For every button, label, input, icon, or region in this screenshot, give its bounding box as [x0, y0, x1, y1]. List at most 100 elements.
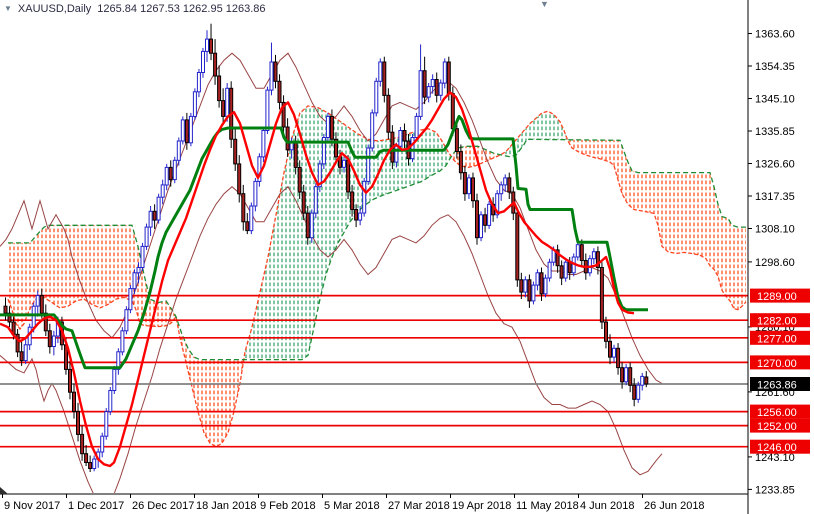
candle-body-bear: [403, 131, 406, 142]
candle-body-bull: [197, 73, 200, 92]
candle: [125, 306, 128, 334]
chart-symbol-label: XAUUSD,Daily: [18, 3, 91, 15]
candle: [488, 201, 491, 229]
candle-body-bull: [548, 262, 551, 278]
candle-body-bull: [415, 116, 418, 137]
level-badge: 1256.00: [750, 405, 810, 420]
price-tick-label: 1363.60: [755, 29, 795, 41]
candle-body-bull: [109, 391, 112, 412]
price-chart-canvas[interactable]: 1363.601354.351345.101335.851326.601317.…: [0, 0, 814, 514]
candle-body-bear: [484, 215, 487, 226]
candle-body-bull: [129, 289, 132, 310]
candle-body-bear: [451, 94, 454, 129]
candle-body-bull: [93, 459, 96, 469]
candle-body-bear: [77, 412, 80, 435]
chart-collapse-icon[interactable]: ▼: [4, 5, 12, 13]
candle-body-bull: [576, 245, 579, 257]
candle: [141, 243, 144, 271]
candle-body-bull: [544, 278, 547, 294]
candle-body-bull: [290, 143, 293, 150]
price-tick-label: 1298.60: [755, 257, 795, 269]
current-price-badge: 1263.86: [750, 377, 810, 392]
candle: [113, 366, 116, 394]
level-badge: 1277.00: [750, 331, 810, 346]
level-badge-label: 1270.00: [757, 358, 797, 370]
candle-body-bull: [189, 116, 192, 142]
candle-body-bull: [419, 71, 422, 117]
candle-body-bear: [278, 81, 281, 102]
candle-body-bull: [206, 39, 209, 51]
candle: [564, 259, 567, 282]
candle-body-bull: [326, 116, 329, 137]
candle-body-bear: [48, 331, 51, 347]
date-tick-label: 9 Nov 2017: [4, 500, 60, 512]
candle-body-bull: [592, 252, 595, 259]
candle-body-bear: [508, 178, 511, 192]
chart-window: 1363.601354.351345.101335.851326.601317.…: [0, 0, 814, 514]
candle-body-bear: [185, 120, 188, 143]
candle-body-bull: [157, 197, 160, 220]
candle-body-bull: [504, 178, 507, 185]
candle-body-bull: [181, 120, 184, 141]
candle-body-bull: [310, 213, 313, 238]
level-badge: 1252.00: [750, 419, 810, 434]
date-tick-label: 26 Dec 2017: [132, 500, 194, 512]
candle-body-bull: [137, 268, 140, 273]
candle-body-bull: [262, 131, 265, 157]
candle-body-bear: [330, 116, 333, 139]
candle-body-bull: [101, 436, 104, 452]
candle-body-bear: [294, 143, 297, 168]
candle-body-bear: [476, 201, 479, 238]
candle-body-bull: [343, 160, 346, 167]
candle-body-bull: [536, 273, 539, 285]
candle-body-bull: [532, 285, 535, 301]
candle-body-bull: [202, 51, 205, 72]
candle-body-bull: [165, 167, 168, 185]
candle-body-bear: [423, 71, 426, 97]
candle-body-bear: [435, 80, 438, 96]
current-price-badge-label: 1263.86: [757, 380, 797, 392]
candle-body-bull: [254, 181, 257, 206]
candle-body-bear: [540, 273, 543, 294]
candle-body-bull: [226, 88, 229, 116]
candle-body-bull: [266, 90, 269, 130]
candle-body-bear: [617, 348, 620, 367]
candle-body-bear: [463, 173, 466, 194]
candle-body-bull: [24, 345, 27, 361]
candle-body-bear: [238, 164, 241, 194]
level-badge-label: 1282.00: [757, 316, 797, 328]
candle: [476, 194, 479, 245]
candle-body-bear: [459, 152, 462, 173]
candle-body-bull: [395, 146, 398, 162]
candle-body-bear: [210, 39, 213, 53]
candle-body-bear: [81, 434, 84, 453]
level-badge-label: 1246.00: [757, 442, 797, 454]
candle-body-bull: [363, 181, 366, 213]
price-tick-label: 1308.10: [755, 224, 795, 236]
candle: [375, 78, 378, 117]
candle: [173, 157, 176, 183]
candle-body-bull: [625, 368, 628, 382]
candle-body-bear: [306, 213, 309, 238]
date-tick-label: 9 Feb 2018: [260, 500, 316, 512]
candle: [322, 134, 325, 169]
price-tick-label: 1326.60: [755, 159, 795, 171]
candle: [121, 327, 124, 355]
level-badge-label: 1277.00: [757, 333, 797, 345]
chart-shift-marker-icon[interactable]: ▼: [540, 0, 549, 9]
candle: [371, 109, 374, 151]
candle-body-bull: [399, 131, 402, 147]
candle: [532, 282, 535, 305]
candle: [383, 57, 386, 103]
candle-body-bear: [621, 368, 624, 382]
candle-body-bear: [89, 463, 92, 469]
date-tick-label: 11 May 2018: [516, 500, 579, 512]
candle-body-bear: [633, 385, 636, 399]
candle: [129, 285, 132, 313]
candle-body-bull: [379, 62, 382, 81]
candle: [600, 262, 603, 329]
date-tick-label: 5 Mar 2018: [324, 500, 380, 512]
candle-body-bear: [455, 129, 458, 152]
candle: [258, 153, 261, 186]
candle-body-bear: [600, 268, 603, 323]
